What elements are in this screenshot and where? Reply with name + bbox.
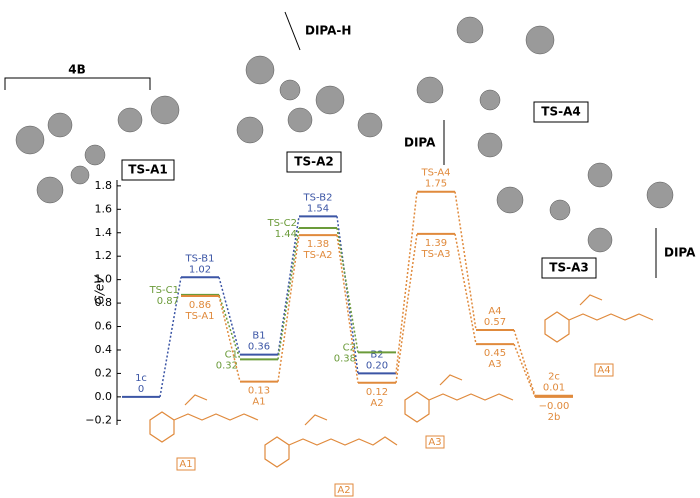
value-label: 0.38: [334, 353, 356, 364]
y-tick-label: 1.2: [95, 249, 113, 262]
level-name: TS-A3: [420, 249, 450, 260]
annotation: DIPA-H: [305, 24, 351, 38]
annotations: 4B TS-A1 DIPA-H TS-A2 TS-A4 DIPA TS-A3 D…: [4, 11, 696, 279]
y-tick-label: 1.6: [95, 202, 113, 215]
connector: [336, 227, 359, 353]
y-tick-label: 0.6: [95, 320, 113, 333]
value-label: 1.02: [189, 264, 211, 275]
connector: [454, 233, 477, 345]
connector: [277, 227, 300, 360]
y-tick-label: 1.4: [95, 226, 113, 239]
connector: [513, 329, 536, 396]
bracket: [4, 77, 151, 90]
level-name: TS-A4: [420, 168, 450, 179]
connector: [395, 233, 418, 383]
structure-label: A1: [179, 459, 192, 470]
structures: A1 A2 A3 A4: [149, 294, 654, 497]
connector: [277, 216, 300, 355]
level-name: A3: [488, 359, 501, 370]
level-name: TS-B2: [303, 192, 333, 203]
value-label: 1.38: [307, 239, 329, 250]
connector: [336, 216, 359, 374]
level-name: 1c: [135, 373, 147, 384]
y-tick-label: 0.0: [95, 390, 113, 403]
connector: [336, 234, 359, 383]
annotation: TS-A2: [294, 155, 333, 169]
value-label: 0.12: [366, 387, 388, 398]
bracket: [284, 11, 301, 51]
level-name: TS-C1: [149, 285, 179, 296]
annotation: TS-A3: [549, 261, 588, 275]
annotation: TS-A4: [541, 105, 580, 119]
annotation: 4B: [68, 63, 86, 77]
connector: [277, 234, 300, 382]
molecule-ts-a2: [236, 55, 383, 144]
molecule-ts-a3: [496, 162, 674, 253]
level-name: TS-C2: [267, 218, 297, 229]
value-label: −0.00: [539, 401, 570, 412]
value-label: 0.20: [366, 360, 388, 371]
y-tick-label: −0.2: [85, 413, 112, 426]
level-name: A4: [488, 306, 501, 317]
molecule-4b: [15, 95, 180, 204]
level-name: TS-A2: [302, 250, 332, 261]
y-tick-label: 0.4: [95, 343, 113, 356]
value-label: 0.87: [157, 296, 179, 307]
level-name: TS-A1: [184, 311, 214, 322]
y-axis-label: G/eV: [93, 275, 107, 305]
level-name: B1: [252, 331, 265, 342]
value-label: 0.01: [543, 383, 565, 394]
value-label: 1.75: [425, 179, 447, 190]
value-label: 0.36: [248, 342, 270, 353]
y-tick-label: 0.2: [95, 366, 113, 379]
value-label: 1.44: [275, 229, 297, 240]
connector: [159, 277, 182, 397]
level-name: 2b: [548, 412, 561, 423]
annotation: DIPA: [664, 246, 696, 260]
annotation: TS-A1: [128, 163, 167, 177]
value-label: 0.57: [484, 317, 506, 328]
connector: [513, 343, 536, 398]
value-label: 0.13: [248, 386, 270, 397]
value-label: 0: [138, 384, 144, 395]
value-label: 1.54: [307, 203, 329, 214]
y-tick-label: 1.0: [95, 273, 113, 286]
structure-label: A4: [597, 365, 610, 376]
structure-label: A2: [337, 485, 350, 496]
connector: [218, 295, 241, 382]
level-name: C1: [225, 349, 238, 360]
connector: [218, 277, 241, 355]
level-name: A1: [252, 397, 265, 408]
value-label: 0.32: [216, 360, 238, 371]
level-name: TS-B1: [185, 253, 215, 264]
annotation: DIPA: [404, 136, 436, 150]
level-name: 2c: [548, 372, 560, 383]
level-name: B2: [370, 349, 383, 360]
connector: [218, 294, 241, 360]
value-label: 0.86: [189, 300, 211, 311]
level-name: A2: [370, 398, 383, 409]
level-name: C2: [343, 342, 356, 353]
connector: [395, 191, 418, 374]
y-tick-label: 0.8: [95, 296, 113, 309]
connector: [454, 191, 477, 331]
value-label: 0.45: [484, 348, 506, 359]
molecule-ts-a4: [416, 16, 555, 158]
value-label: 1.39: [425, 238, 447, 249]
structure-label: A3: [428, 437, 441, 448]
y-tick-label: 1.8: [95, 179, 113, 192]
